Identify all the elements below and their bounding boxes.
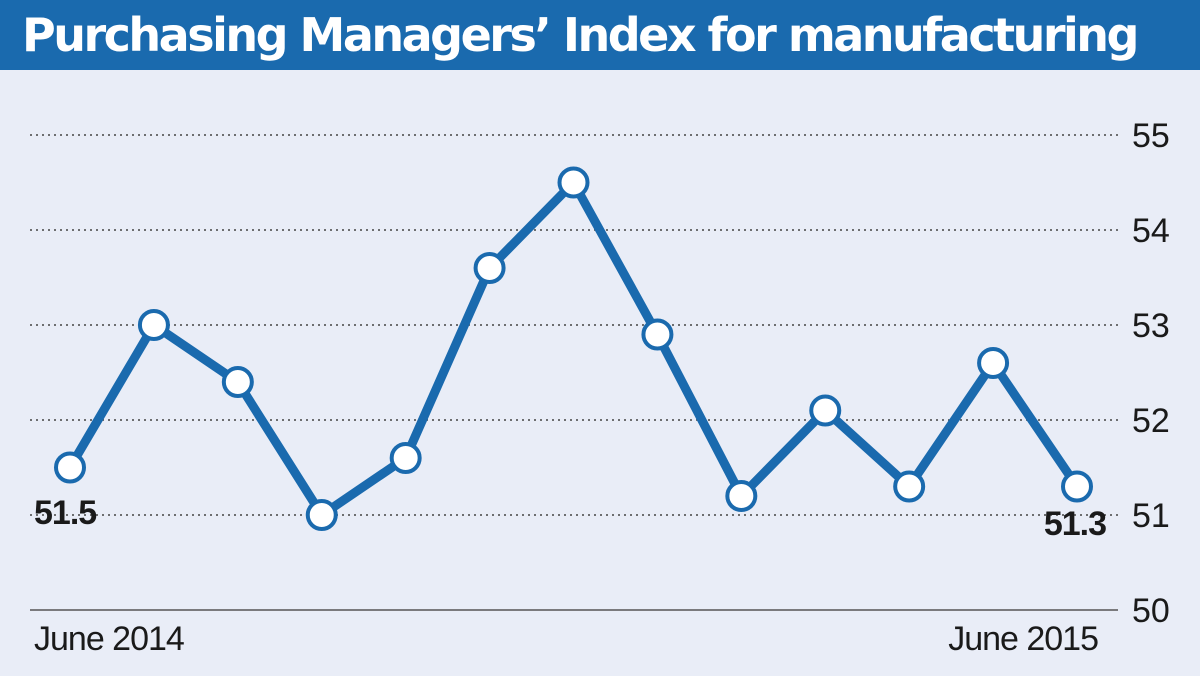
y-tick-label-50: 50 <box>1132 592 1170 630</box>
y-tick-label-51: 51 <box>1132 497 1170 535</box>
series-line-layer <box>65 178 1082 520</box>
data-point-6 <box>473 252 506 284</box>
data-point-3 <box>221 366 254 398</box>
y-tick-label-54: 54 <box>1132 212 1170 250</box>
y-axis-tick-labels: 50 51 52 53 54 55 <box>1132 117 1170 630</box>
data-label-first: 51.5 <box>34 494 96 532</box>
data-point-10 <box>809 394 842 427</box>
data-points <box>54 166 1093 531</box>
chart-title: Purchasing Managers’ Index for manufactu… <box>22 8 1139 62</box>
y-tick-label-53: 53 <box>1132 307 1170 345</box>
series-line <box>65 178 1082 520</box>
data-point-12 <box>977 347 1010 379</box>
y-tick-label-52: 52 <box>1132 402 1170 440</box>
gridlines <box>30 134 1118 611</box>
data-point-11 <box>893 470 926 503</box>
data-point-8 <box>641 318 674 351</box>
title-bar: Purchasing Managers’ Index for manufactu… <box>0 0 1200 70</box>
data-point-4 <box>305 499 338 531</box>
data-point-2 <box>137 309 170 341</box>
data-label-last: 51.3 <box>1044 505 1106 543</box>
data-point-1 <box>54 451 86 484</box>
x-tick-label-end: June 2015 <box>948 620 1098 658</box>
y-tick-label-55: 55 <box>1132 117 1170 155</box>
x-tick-label-start: June 2014 <box>34 620 184 658</box>
data-point-7 <box>557 166 590 199</box>
data-point-5 <box>389 442 422 474</box>
data-point-9 <box>725 480 758 512</box>
data-point-13 <box>1061 470 1093 503</box>
